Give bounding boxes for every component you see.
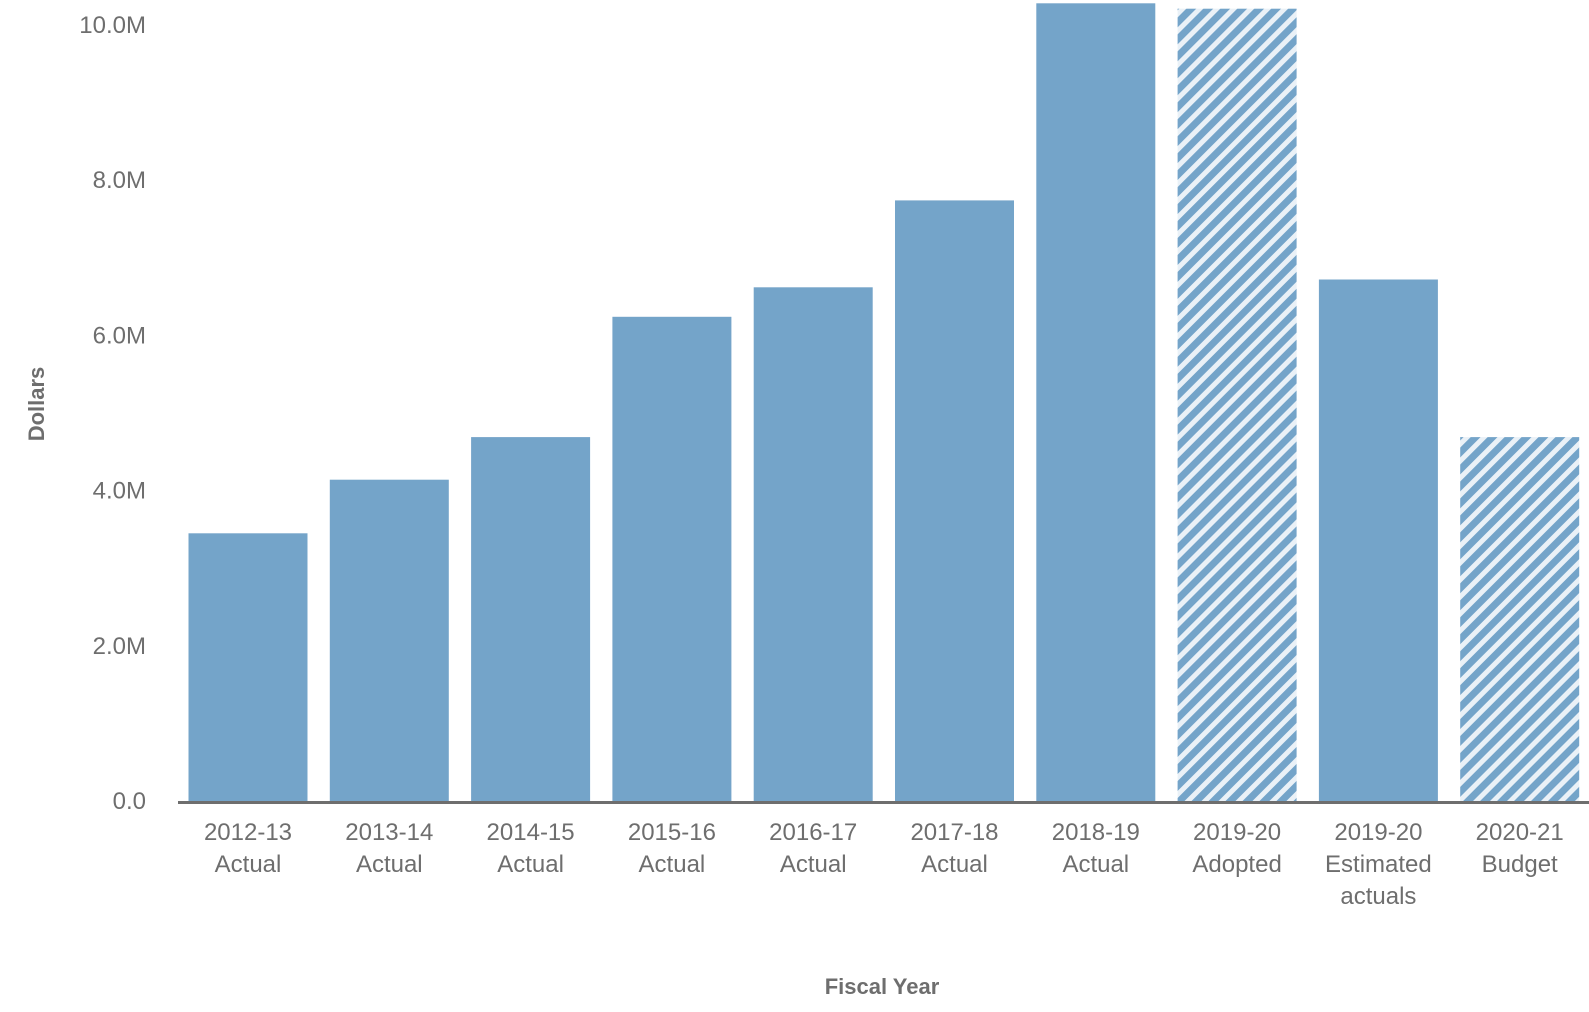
- x-tick-label: 2019-20: [1193, 819, 1281, 846]
- x-tick-label: 2017-18: [910, 819, 998, 846]
- bar: [895, 200, 1014, 801]
- bar: [612, 316, 732, 801]
- bar: [471, 437, 591, 801]
- y-tick-label: 4.0M: [93, 478, 146, 505]
- x-tick-label: Actual: [639, 851, 706, 878]
- bar: [1177, 8, 1297, 801]
- y-axis-title-group: Dollars: [24, 367, 49, 442]
- x-tick-label: Actual: [356, 851, 423, 878]
- x-tick-label: 2016-17: [769, 819, 857, 846]
- x-tick-label: Actual: [921, 851, 988, 878]
- x-tick-label: 2020-21: [1476, 819, 1564, 846]
- bar: [753, 287, 873, 801]
- x-axis-tick-labels: 2012-13 Actual 2013-14 Actual 2014-15 Actual 2…: [204, 819, 1564, 910]
- x-tick-label: Actual: [780, 851, 847, 878]
- bars: [188, 3, 1580, 802]
- y-tick-label: 10.0M: [79, 12, 146, 39]
- y-tick-label: 2.0M: [93, 633, 146, 660]
- bar: [1460, 437, 1580, 801]
- x-tick-label: 2018-19: [1052, 819, 1140, 846]
- bar: [1318, 279, 1438, 801]
- y-axis-title: Dollars: [24, 367, 49, 442]
- y-tick-label: 6.0M: [93, 322, 146, 349]
- x-tick-label: 2015-16: [628, 819, 716, 846]
- x-axis-title: Fiscal Year: [825, 974, 940, 999]
- x-tick-label: Estimated: [1325, 851, 1432, 878]
- bar: [188, 533, 308, 801]
- x-tick-label: 2012-13: [204, 819, 292, 846]
- y-tick-label: 0.0: [113, 788, 146, 815]
- x-tick-label: 2014-15: [487, 819, 575, 846]
- x-tick-label: Actual: [497, 851, 564, 878]
- x-tick-label: Adopted: [1192, 851, 1281, 878]
- x-tick-label: Actual: [215, 851, 282, 878]
- y-axis-ticks: 0.0 2.0M 4.0M 6.0M 8.0M 10.0M: [79, 12, 146, 815]
- y-tick-label: 8.0M: [93, 167, 146, 194]
- bar: [329, 479, 449, 801]
- x-tick-label: Budget: [1482, 851, 1558, 878]
- x-tick-label: 2013-14: [345, 819, 433, 846]
- x-tick-label: 2019-20: [1334, 819, 1422, 846]
- x-tick-label: actuals: [1340, 883, 1416, 910]
- bar: [1036, 3, 1156, 802]
- x-tick-label: Actual: [1062, 851, 1129, 878]
